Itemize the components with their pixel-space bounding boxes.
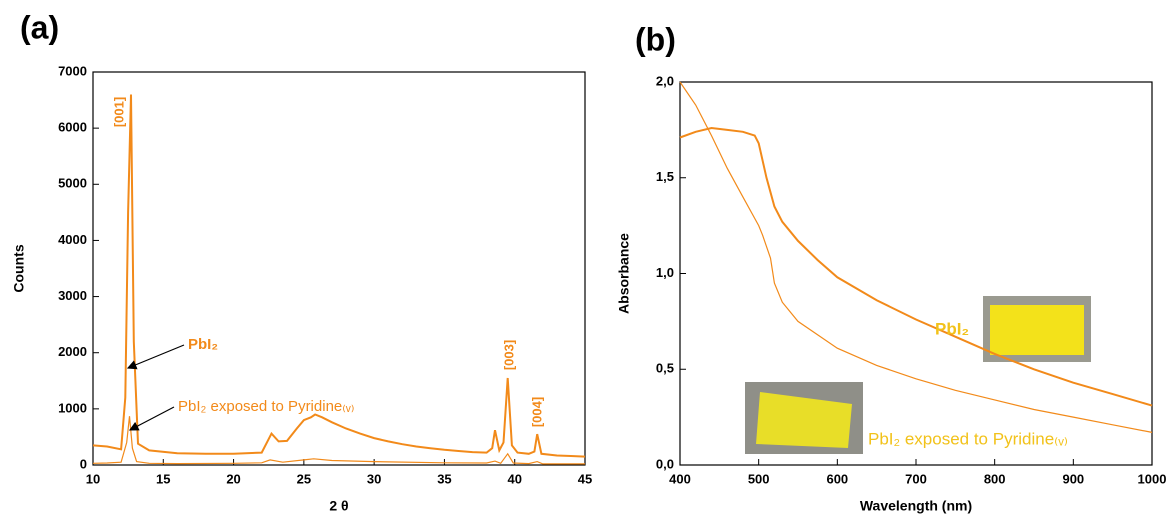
y-tick-label: 2000	[58, 344, 87, 359]
x-tick-label: 600	[826, 471, 848, 486]
x-tick-label: 45	[578, 471, 592, 486]
series-line	[92, 94, 586, 458]
x-tick-label: 800	[984, 471, 1006, 486]
x-tick-label: 15	[156, 471, 170, 486]
x-tick-label: 500	[748, 471, 770, 486]
x-tick-label: 900	[1062, 471, 1084, 486]
x-tick-label: 10	[86, 471, 100, 486]
photo-exposed	[745, 382, 863, 454]
y-axis-label: Counts	[11, 244, 27, 292]
x-tick-label: 1000	[1138, 471, 1167, 486]
series-line	[679, 81, 1153, 433]
series-label: PbI₂ exposed to Pyridine₍ᵥ₎	[868, 429, 1068, 448]
y-tick-label: 1,5	[656, 169, 674, 184]
y-tick-label: 2,0	[656, 73, 674, 88]
x-axis-label: 2 θ	[329, 498, 348, 514]
y-tick-label: 1,0	[656, 265, 674, 280]
x-tick-label: 30	[367, 471, 381, 486]
panel-title: (a)	[20, 9, 59, 45]
panel-title: (b)	[635, 21, 676, 57]
peak-label: [003]	[501, 340, 516, 370]
arrow	[128, 406, 175, 431]
y-tick-label: 0,5	[656, 361, 674, 376]
x-tick-label: 700	[905, 471, 927, 486]
x-tick-label: 40	[507, 471, 521, 486]
y-tick-label: 1000	[58, 400, 87, 415]
y-axis-label: Absorbance	[616, 233, 632, 314]
y-tick-label: 5000	[58, 176, 87, 191]
plot-frame	[92, 71, 586, 466]
x-tick-label: 20	[226, 471, 240, 486]
peak-label: [001]	[111, 97, 126, 127]
x-tick-label: 400	[669, 471, 691, 486]
photo-pbi2	[983, 296, 1091, 362]
y-tick-label: 0	[80, 456, 87, 471]
series-label: PbI₂	[188, 336, 218, 353]
peak-label: [004]	[529, 397, 544, 427]
series-label: PbI₂	[935, 319, 969, 338]
y-tick-label: 6000	[58, 120, 87, 135]
x-tick-label: 35	[437, 471, 451, 486]
x-tick-label: 25	[297, 471, 311, 486]
series-line	[679, 126, 1153, 407]
y-tick-label: 0,0	[656, 456, 674, 471]
x-axis-label: Wavelength (nm)	[860, 498, 972, 514]
y-tick-label: 7000	[58, 63, 87, 78]
arrow	[126, 344, 185, 370]
y-tick-label: 4000	[58, 232, 87, 247]
y-tick-label: 3000	[58, 288, 87, 303]
series-label: PbI₂ exposed to Pyridine₍ᵥ₎	[178, 398, 354, 415]
